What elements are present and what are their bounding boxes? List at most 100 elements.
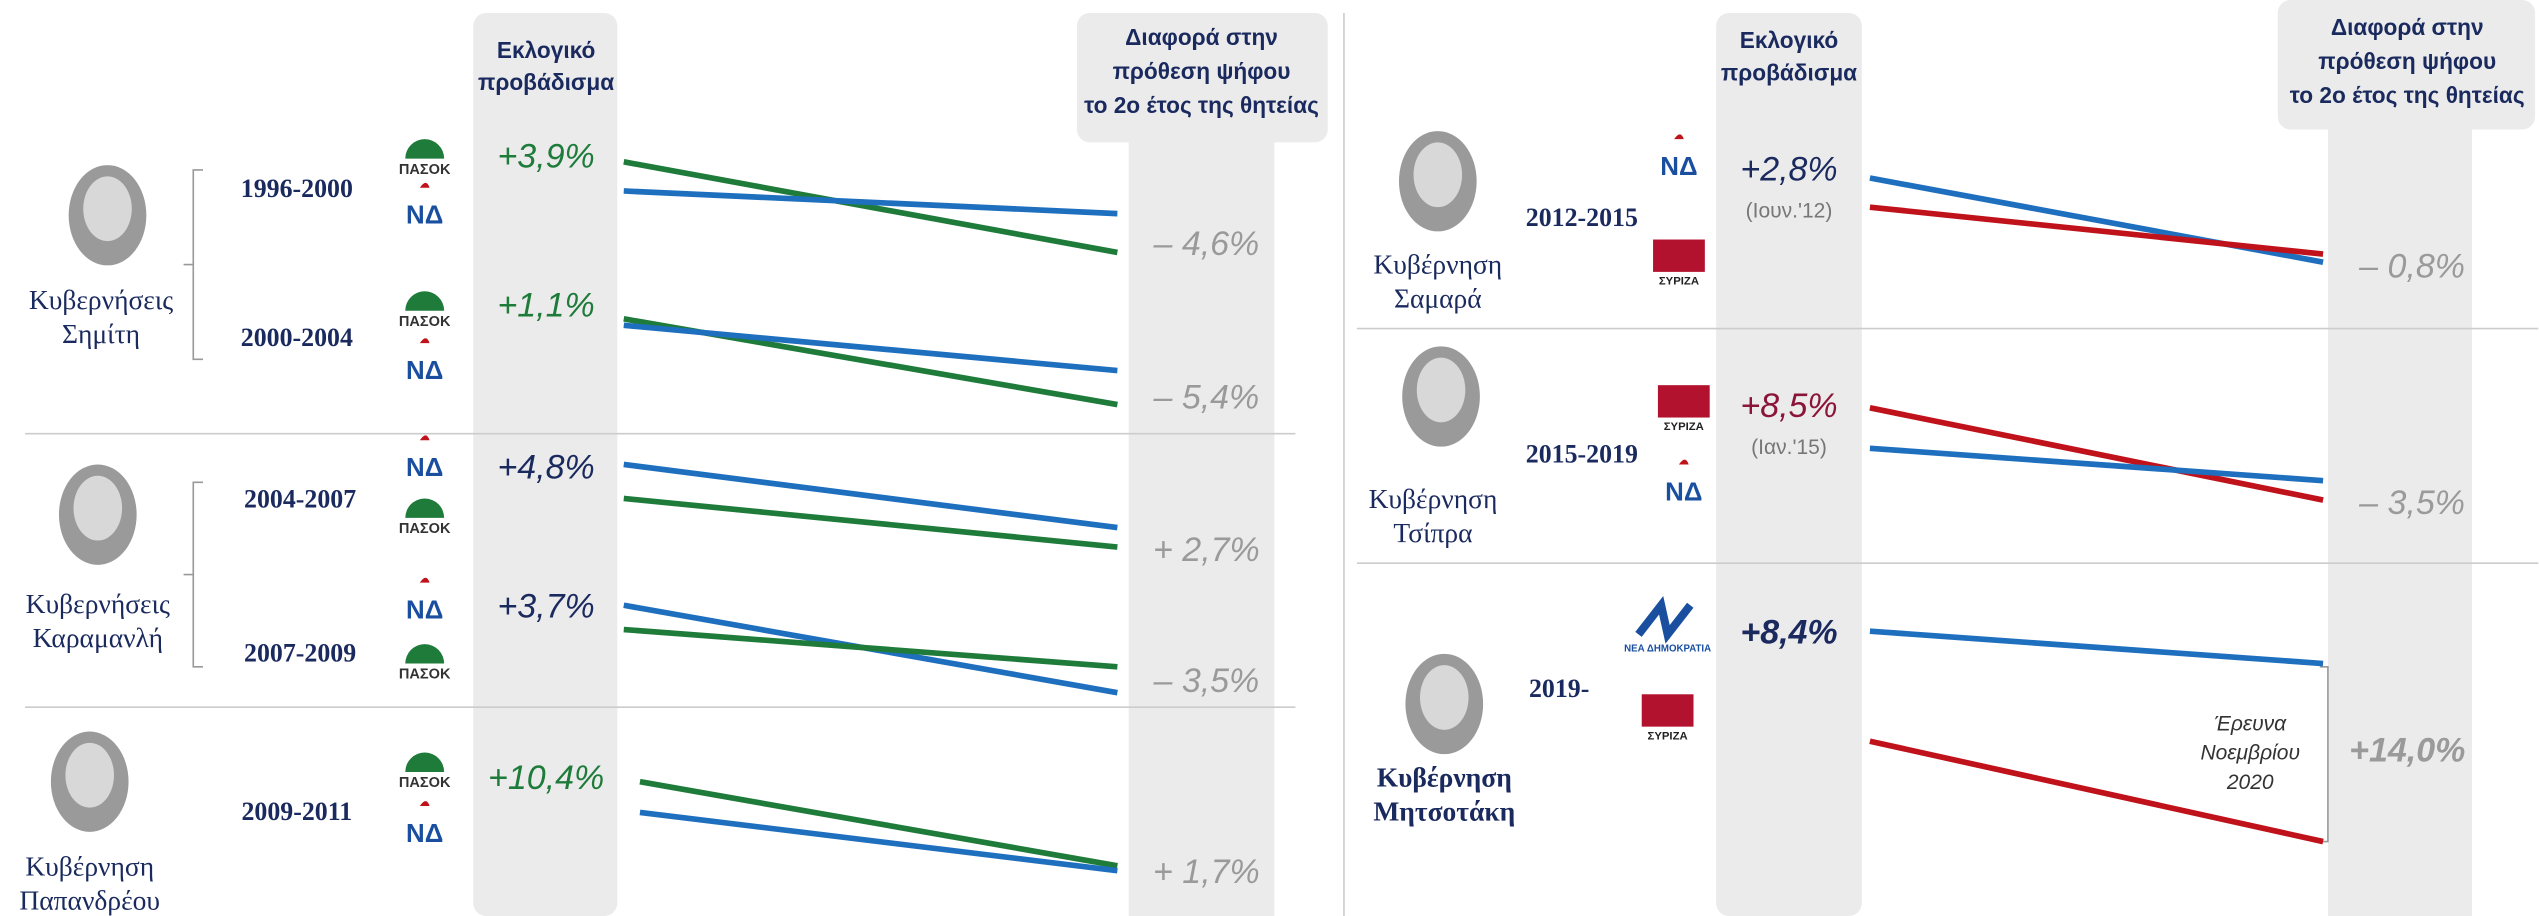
logo-text: ΝΔ bbox=[406, 357, 443, 385]
trend-line bbox=[1869, 204, 2324, 257]
leader-name: Παπανδρέου bbox=[19, 884, 160, 915]
trend-line bbox=[623, 495, 1118, 550]
trend-line bbox=[623, 322, 1118, 374]
leader-name: Τσίπρα bbox=[1393, 517, 1472, 548]
logo-torch bbox=[419, 182, 430, 188]
logo-text: ΠΑΣΟΚ bbox=[399, 314, 451, 330]
diff: – 4,6% bbox=[1153, 225, 1260, 263]
period: 1996-2000 bbox=[241, 174, 353, 203]
note: 2020 bbox=[2226, 771, 2274, 794]
logo-text: ΝΕΑ ΔΗΜΟΚΡΑΤΙΑ bbox=[1624, 644, 1711, 655]
logo-text: ΣΥΡΙΖΑ bbox=[1664, 421, 1704, 433]
leader-name: Σημίτη bbox=[62, 318, 140, 349]
trend-line bbox=[1869, 738, 2324, 845]
diff: – 5,4% bbox=[1153, 379, 1260, 417]
period: 2009-2011 bbox=[242, 797, 353, 826]
lead: +3,7% bbox=[497, 587, 594, 625]
logo-flag bbox=[1653, 239, 1705, 272]
diff: – 3,5% bbox=[1153, 662, 1260, 700]
header-diff: το 2ο έτος της θητείας bbox=[2290, 82, 2525, 108]
logo-sun bbox=[405, 498, 445, 518]
leader-name: Κυβέρνηση bbox=[1377, 761, 1512, 792]
trend-line bbox=[1869, 405, 2324, 503]
leader-name: Κυβερνήσεις bbox=[29, 284, 173, 315]
header-diff: Διαφορά στην bbox=[1125, 24, 1278, 50]
logo-sun bbox=[405, 291, 445, 311]
logo-torch bbox=[419, 577, 430, 583]
period: 2007-2009 bbox=[244, 638, 356, 667]
diff-header-box bbox=[2277, 0, 2536, 130]
logo-sun bbox=[405, 644, 445, 664]
header-diff: πρόθεση ψήφου bbox=[2318, 48, 2496, 74]
logo-text: ΠΑΣΟΚ bbox=[399, 521, 451, 537]
period: 2004-2007 bbox=[244, 485, 356, 514]
logo-torch bbox=[1678, 459, 1689, 465]
logo-text: ΝΔ bbox=[406, 820, 443, 848]
lead: +10,4% bbox=[488, 759, 604, 797]
bracket bbox=[183, 481, 203, 668]
period: 2015-2019 bbox=[1526, 439, 1638, 468]
trend-line bbox=[623, 159, 1118, 256]
logo-torch bbox=[419, 801, 430, 806]
trend-line bbox=[623, 188, 1118, 217]
diff: – 0,8% bbox=[2358, 248, 2465, 286]
logo-text: ΝΔ bbox=[1660, 153, 1697, 181]
trend-line bbox=[1869, 628, 2324, 667]
lead: +4,8% bbox=[497, 448, 594, 486]
logo-torch bbox=[419, 338, 430, 344]
logo-text: ΝΔ bbox=[406, 454, 443, 482]
lead-note: (Ιαν.'15) bbox=[1751, 436, 1827, 459]
note: Νοεμβρίου bbox=[2200, 742, 2300, 765]
diff: + 1,7% bbox=[1153, 853, 1260, 891]
leader-name: Μητσοτάκη bbox=[1373, 795, 1515, 826]
diff-column bbox=[2327, 129, 2472, 916]
diff: – 3,5% bbox=[2358, 484, 2465, 522]
diff: +14,0% bbox=[2349, 732, 2465, 770]
logo-flag bbox=[1657, 385, 1710, 418]
logo-text: ΣΥΡΙΖΑ bbox=[1648, 730, 1688, 742]
diff-header-box bbox=[1076, 12, 1328, 143]
portrait-face bbox=[1420, 665, 1469, 730]
logo-mark bbox=[1635, 596, 1694, 644]
logo-text: ΠΑΣΟΚ bbox=[399, 162, 451, 178]
logo-flag bbox=[1641, 694, 1694, 727]
lead-column bbox=[1716, 12, 1862, 916]
logo-text: ΣΥΡΙΖΑ bbox=[1659, 276, 1699, 288]
leader-name: Καραμανλή bbox=[33, 622, 163, 653]
leader-name: Κυβέρνηση bbox=[1373, 248, 1502, 279]
logo-torch bbox=[419, 435, 430, 441]
logo-sun bbox=[405, 139, 445, 159]
logo-text: ΠΑΣΟΚ bbox=[399, 667, 451, 683]
portrait-face bbox=[65, 742, 114, 808]
header-vote: προβάδισμα bbox=[478, 69, 614, 95]
trend-line bbox=[639, 778, 1118, 869]
period: 2019- bbox=[1529, 674, 1589, 703]
header-diff: Διαφορά στην bbox=[2331, 14, 2484, 40]
trend-line bbox=[639, 809, 1118, 874]
lead-note: (Ιουν.'12) bbox=[1746, 200, 1833, 223]
header-vote: Εκλογικό bbox=[1740, 27, 1838, 53]
leader-name: Κυβερνήσεις bbox=[26, 588, 170, 619]
portrait-face bbox=[73, 475, 123, 541]
logo-text: ΝΔ bbox=[406, 202, 443, 230]
period: 2000-2004 bbox=[241, 323, 353, 352]
logo-text: ΝΔ bbox=[406, 597, 443, 625]
period: 2012-2015 bbox=[1526, 203, 1638, 232]
leader-name: Κυβέρνηση bbox=[1369, 483, 1498, 514]
logo-text: ΝΔ bbox=[1665, 478, 1702, 506]
logo-sun bbox=[405, 752, 445, 772]
lead: +8,5% bbox=[1740, 387, 1837, 425]
diff-column bbox=[1128, 129, 1275, 916]
logo-text: ΠΑΣΟΚ bbox=[399, 775, 451, 791]
header-diff: πρόθεση ψήφου bbox=[1113, 58, 1291, 84]
header-vote: Εκλογικό bbox=[497, 37, 595, 63]
trend-line bbox=[623, 461, 1118, 531]
leader-name: Κυβέρνηση bbox=[25, 850, 154, 881]
lead: +3,9% bbox=[497, 138, 594, 176]
trend-line bbox=[623, 626, 1118, 670]
lead-column bbox=[473, 12, 618, 916]
diff: + 2,7% bbox=[1153, 531, 1260, 569]
logo-torch bbox=[1674, 134, 1684, 140]
lead: +8,4% bbox=[1740, 613, 1837, 651]
